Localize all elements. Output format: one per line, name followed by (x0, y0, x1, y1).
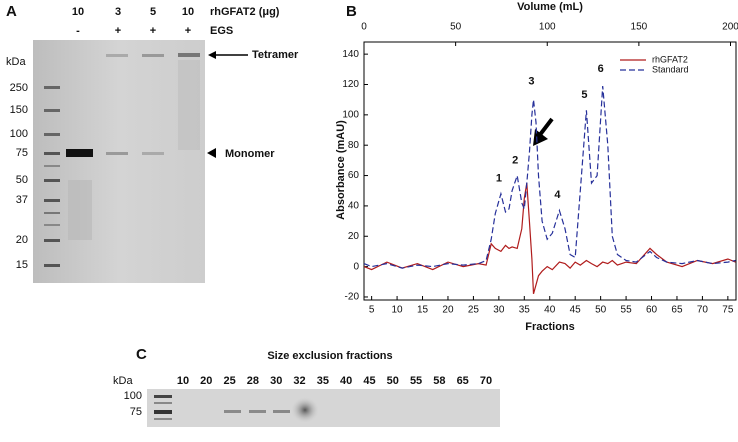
series-line (363, 183, 736, 295)
x-tick-label: 75 (722, 305, 734, 316)
x-tick-label: 25 (468, 305, 480, 316)
arrow (537, 117, 554, 138)
fraction-label: 32 (293, 375, 305, 387)
marker-label: 150 (10, 104, 28, 116)
lane-load: 3 (115, 6, 121, 18)
monomer-label: Monomer (225, 148, 275, 160)
fraction-label: 25 (223, 375, 235, 387)
x-tick-label: 35 (519, 305, 531, 316)
x2-tick-label: 150 (631, 22, 648, 33)
gel-title: Size exclusion fractions (267, 350, 392, 362)
arrow-head (207, 148, 216, 158)
unit-label: kDa (6, 56, 26, 68)
fraction-label: 10 (177, 375, 189, 387)
egs-label: EGS (210, 25, 233, 37)
lane-load: 5 (150, 6, 156, 18)
x2-tick-label: 50 (450, 22, 462, 33)
y-tick-label: 0 (353, 261, 359, 272)
x-tick-label: 5 (369, 305, 375, 316)
panel-letter: A (6, 3, 17, 20)
x-axis-title: Fractions (525, 321, 575, 333)
marker-label: 50 (16, 174, 28, 186)
fraction-label: 50 (387, 375, 399, 387)
peak-label: 4 (554, 189, 561, 201)
series-line (363, 85, 736, 269)
gel-c (147, 389, 500, 427)
x2-tick-label: 100 (539, 22, 556, 33)
marker-label: 100 (10, 128, 28, 140)
x-tick-label: 15 (417, 305, 429, 316)
fraction-label: 20 (200, 375, 212, 387)
x-tick-label: 70 (697, 305, 709, 316)
marker-label: 20 (16, 234, 28, 246)
marker-label: 250 (10, 82, 28, 94)
x-tick-label: 10 (392, 305, 404, 316)
marker-label: 15 (16, 259, 28, 271)
marker-label: 37 (16, 194, 28, 206)
fraction-label: 58 (433, 375, 445, 387)
x2-tick-label: 0 (361, 22, 367, 33)
x-tick-label: 65 (671, 305, 683, 316)
y-tick-label: 100 (342, 109, 359, 120)
marker-label: 100 (124, 390, 142, 402)
peak-label: 1 (496, 172, 502, 184)
x-tick-label: 55 (621, 305, 633, 316)
fraction-label: 40 (340, 375, 352, 387)
unit-label: kDa (113, 375, 133, 387)
y-tick-label: 20 (348, 231, 360, 242)
lane-egs: + (150, 25, 156, 37)
y-axis-title: Absorbance (mAU) (335, 120, 347, 220)
legend-label: Standard (652, 64, 689, 74)
marker-label: 75 (130, 406, 142, 418)
plot-frame (363, 41, 737, 301)
y-tick-label: -20 (345, 292, 360, 303)
peak-label: 2 (512, 154, 518, 166)
arrow-head (208, 51, 216, 59)
lane-load: 10 (182, 6, 194, 18)
panel-letter: C (136, 346, 147, 363)
marker-label: 75 (16, 147, 28, 159)
x2-tick-label: 200 (722, 22, 738, 33)
lane-egs: + (115, 25, 121, 37)
x-tick-label: 20 (442, 305, 454, 316)
lane-load: 10 (72, 6, 84, 18)
fraction-label: 65 (457, 375, 469, 387)
peak-label: 3 (528, 75, 534, 87)
x2-axis-title: Volume (mL) (517, 1, 583, 13)
y-tick-label: 140 (342, 49, 359, 60)
y-tick-label: 40 (348, 201, 360, 212)
fraction-label: 45 (363, 375, 375, 387)
y-tick-label: 120 (342, 79, 359, 90)
fraction-label: 55 (410, 375, 422, 387)
tetramer-label: Tetramer (252, 49, 299, 61)
x-tick-label: 60 (646, 305, 658, 316)
fraction-label: 35 (317, 375, 329, 387)
fraction-label: 28 (247, 375, 259, 387)
fraction-label: 30 (270, 375, 282, 387)
y-tick-label: 80 (348, 140, 360, 151)
peak-label: 5 (581, 89, 587, 101)
lane-egs: - (76, 25, 80, 37)
x-tick-label: 30 (493, 305, 505, 316)
panel-letter: B (346, 3, 357, 20)
peak-label: 6 (598, 63, 604, 75)
x-tick-label: 40 (544, 305, 556, 316)
x-tick-label: 45 (570, 305, 582, 316)
gel-a (33, 40, 205, 283)
y-tick-label: 60 (348, 170, 360, 181)
fraction-label: 70 (480, 375, 492, 387)
load-label: rhGFAT2 (μg) (210, 6, 280, 18)
x-tick-label: 50 (595, 305, 607, 316)
lane-egs: + (185, 25, 191, 37)
legend-label: rhGFAT2 (652, 54, 688, 64)
